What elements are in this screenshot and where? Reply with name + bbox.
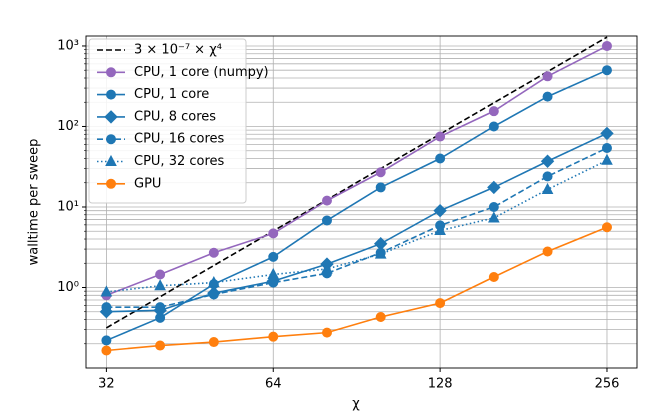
legend-label: CPU, 32 cores (134, 154, 225, 169)
legend-marker (106, 134, 116, 145)
data-point (321, 327, 332, 338)
legend-box (88, 38, 247, 204)
legend-label: CPU, 16 cores (134, 132, 225, 147)
data-point (268, 251, 279, 262)
series-line (106, 147, 608, 308)
data-point (155, 269, 166, 280)
y-axis-label: walltime per sweep (27, 139, 42, 266)
data-point (435, 298, 446, 309)
data-point (488, 211, 500, 223)
data-point (101, 335, 112, 346)
data-point (488, 121, 499, 132)
series-line (106, 132, 608, 313)
data-point (375, 182, 386, 193)
data-point (434, 223, 446, 236)
data-point (100, 285, 113, 297)
data-point (601, 222, 612, 233)
data-point (374, 247, 387, 259)
data-point (601, 65, 612, 76)
y-tick-label: 10² (57, 119, 79, 134)
data-point (208, 289, 219, 300)
legend-label: 3 × 10⁻⁷ × χ⁴ (134, 43, 222, 58)
series-line (105, 36, 608, 329)
data-point (101, 302, 112, 313)
data-point (488, 201, 499, 212)
data-point (321, 195, 332, 206)
data-point (542, 71, 553, 82)
legend-label: GPU (134, 176, 161, 191)
data-point (601, 153, 613, 165)
data-point (268, 331, 279, 342)
data-point (208, 337, 219, 348)
data-point (601, 143, 612, 154)
plot-frame (85, 35, 638, 369)
legend-label: CPU, 1 core (134, 87, 209, 102)
data-point (375, 167, 386, 178)
data-point (321, 262, 333, 274)
data-point (208, 247, 219, 258)
data-point (154, 279, 166, 291)
x-axis-label: χ (352, 397, 360, 412)
data-point (435, 153, 446, 164)
data-point (542, 91, 553, 102)
data-point (540, 154, 555, 168)
x-tick-label: 64 (265, 377, 282, 392)
legend-label: CPU, 8 cores (134, 109, 216, 124)
legend-marker (105, 154, 117, 166)
data-point (435, 131, 446, 142)
legend-marker (106, 67, 116, 78)
data-point (375, 312, 386, 323)
y-tick-label: 10⁰ (57, 280, 79, 295)
x-tick-label: 256 (595, 377, 620, 392)
data-point (600, 126, 614, 141)
x-tick-label: 32 (98, 377, 115, 392)
data-point (101, 345, 112, 356)
legend-marker (106, 89, 116, 100)
data-point (487, 180, 501, 195)
series-line (106, 159, 608, 293)
x-tick-label: 128 (428, 377, 453, 392)
data-point (433, 203, 447, 218)
legend-marker (104, 110, 118, 124)
data-point (155, 340, 166, 351)
y-tick-label: 10¹ (57, 199, 79, 214)
y-tick-label: 10³ (57, 38, 79, 53)
data-point (321, 215, 332, 226)
series-line (106, 226, 608, 352)
data-point (268, 228, 279, 239)
data-point (155, 302, 166, 313)
data-point (208, 276, 220, 288)
data-point (542, 246, 553, 257)
data-point (488, 271, 499, 282)
series-line (106, 45, 608, 297)
data-point (601, 40, 612, 51)
data-point (541, 182, 554, 194)
data-point (267, 267, 280, 280)
data-point (542, 171, 553, 182)
legend-marker (106, 178, 116, 189)
data-point (488, 106, 499, 117)
data-point (268, 277, 279, 288)
legend-label: CPU, 1 core (numpy) (134, 65, 269, 80)
